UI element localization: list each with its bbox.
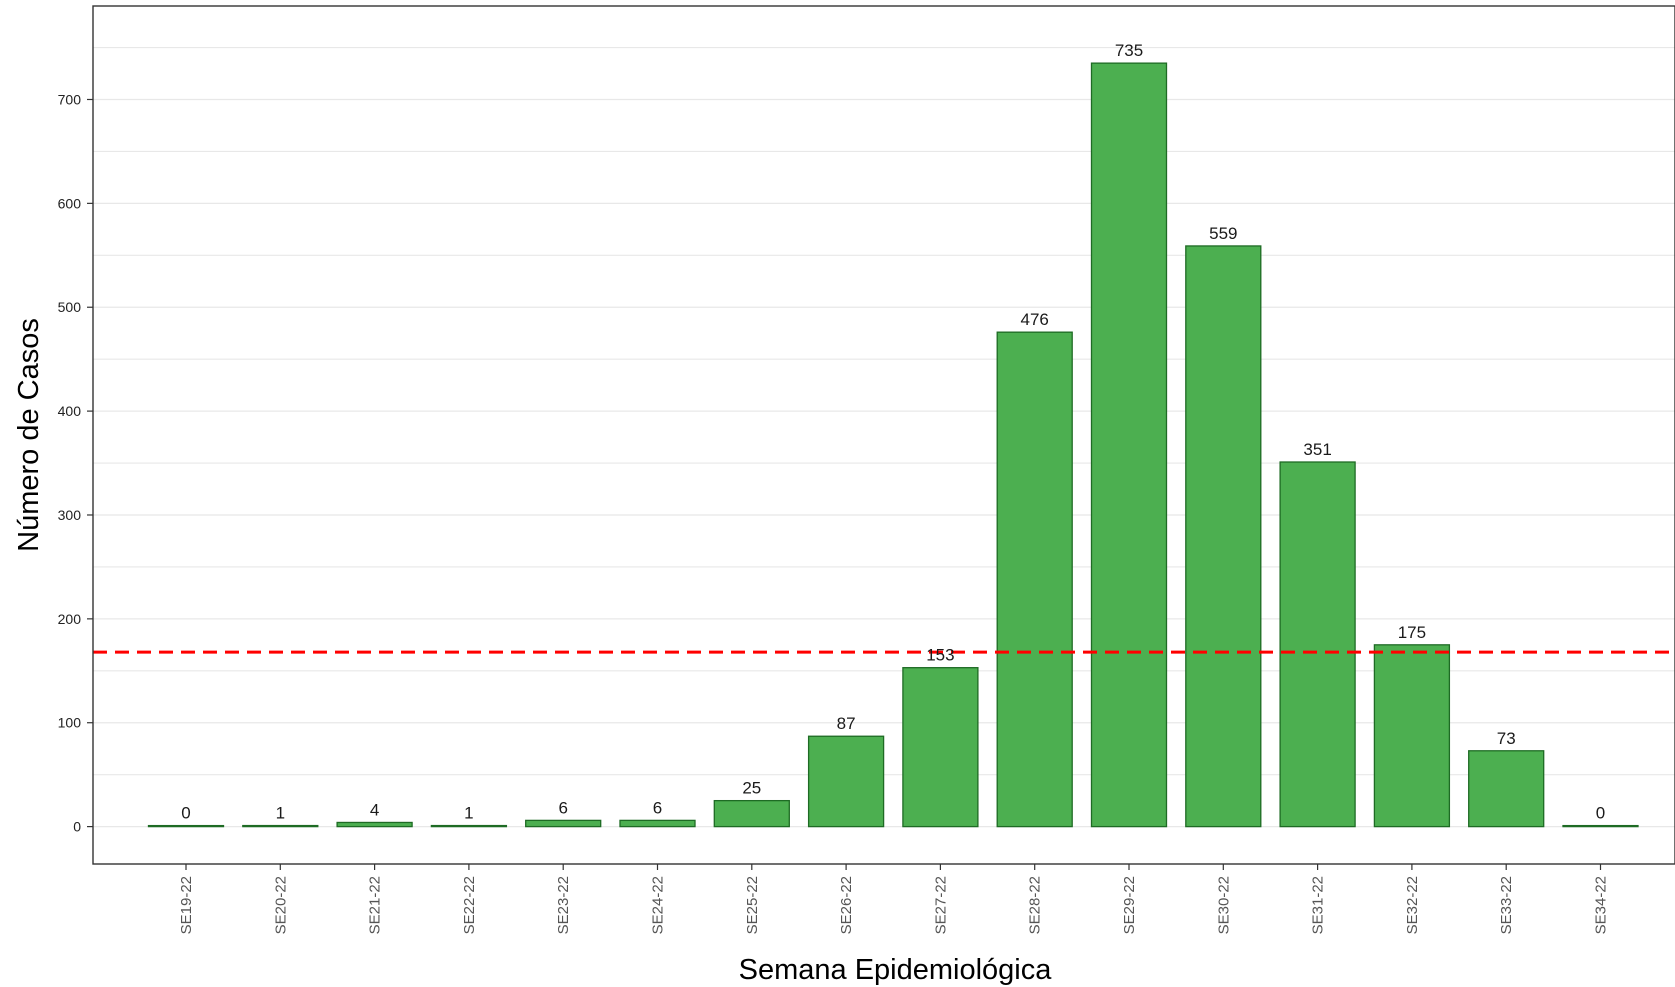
x-axis-title: Semana Epidemiológica bbox=[739, 954, 1053, 986]
x-tick-label: SE25-22 bbox=[744, 876, 761, 934]
x-tick-label: SE21-22 bbox=[367, 876, 384, 934]
bar-SE34-22 bbox=[1562, 824, 1639, 828]
grid-lines bbox=[93, 46, 1675, 828]
y-axis: 0 100 200 300 400 500 600 700 bbox=[58, 91, 93, 835]
bars bbox=[147, 62, 1639, 828]
bar-value-label: 73 bbox=[1497, 729, 1516, 748]
y-tick-label: 400 bbox=[58, 403, 82, 419]
y-tick-label: 0 bbox=[73, 819, 81, 835]
bar-SE23-22 bbox=[525, 819, 602, 828]
bar-value-label: 735 bbox=[1115, 41, 1143, 60]
y-tick-label: 100 bbox=[58, 715, 82, 731]
bar-SE33-22 bbox=[1468, 750, 1545, 828]
x-tick-label: SE26-22 bbox=[838, 876, 855, 934]
bar-value-label: 0 bbox=[1596, 804, 1605, 823]
bar-value-label: 1 bbox=[276, 804, 285, 823]
x-tick-label: SE30-22 bbox=[1215, 876, 1232, 934]
x-tick-label: SE20-22 bbox=[272, 876, 289, 934]
bar-SE29-22 bbox=[1090, 62, 1168, 828]
x-tick-label: SE23-22 bbox=[555, 876, 572, 934]
bar-value-label: 6 bbox=[653, 798, 662, 817]
y-tick-label: 500 bbox=[58, 299, 82, 315]
plot-panel-border bbox=[92, 5, 1675, 865]
y-tick-label: 200 bbox=[58, 611, 82, 627]
y-axis-title: Número de Casos bbox=[13, 318, 45, 552]
bar-SE31-22 bbox=[1279, 461, 1356, 828]
bar-SE28-22 bbox=[996, 331, 1073, 828]
bar-SE25-22 bbox=[713, 799, 790, 828]
bar-SE19-22 bbox=[147, 824, 225, 828]
bar-value-label: 351 bbox=[1303, 440, 1331, 459]
bar-SE30-22 bbox=[1185, 245, 1262, 828]
x-tick-label: SE24-22 bbox=[650, 876, 667, 934]
bar-SE20-22 bbox=[242, 824, 319, 828]
bar-SE22-22 bbox=[430, 824, 508, 828]
y-tick-label: 300 bbox=[58, 507, 82, 523]
bar-SE27-22 bbox=[902, 667, 979, 828]
x-tick-label: SE22-22 bbox=[461, 876, 478, 934]
bar-value-label: 153 bbox=[926, 646, 954, 665]
x-tick-label: SE31-22 bbox=[1310, 876, 1327, 934]
bar-value-label: 175 bbox=[1398, 623, 1426, 642]
bar-SE21-22 bbox=[336, 821, 413, 828]
y-tick-label: 700 bbox=[58, 91, 82, 107]
bar-value-label: 25 bbox=[742, 779, 761, 798]
x-tick-label: SE33-22 bbox=[1498, 876, 1515, 934]
x-tick-label: SE32-22 bbox=[1404, 876, 1421, 934]
x-tick-label: SE19-22 bbox=[178, 876, 195, 934]
bar-SE24-22 bbox=[619, 819, 696, 828]
x-tick-label: SE27-22 bbox=[932, 876, 949, 934]
bar-value-label: 4 bbox=[370, 800, 379, 819]
bar-SE26-22 bbox=[807, 735, 885, 828]
x-tick-label: SE34-22 bbox=[1593, 876, 1610, 934]
x-tick-label: SE28-22 bbox=[1027, 876, 1044, 934]
bar-value-label: 6 bbox=[558, 798, 567, 817]
bar-value-labels: 0 1 4 1 6 6 25 87 153 476 735 559 351 175 73 0 bbox=[181, 41, 1605, 822]
bar-value-label: 1 bbox=[464, 804, 473, 823]
x-axis: SE19-22 SE20-22 SE21-22 SE22-22 SE23-22 SE24-… bbox=[178, 864, 1610, 934]
bar-value-label: 559 bbox=[1209, 224, 1237, 243]
bar-value-label: 87 bbox=[837, 714, 856, 733]
bar-value-label: 0 bbox=[181, 804, 190, 823]
x-tick-label: SE29-22 bbox=[1121, 876, 1138, 934]
bar-SE32-22 bbox=[1373, 644, 1451, 828]
bar-value-label: 476 bbox=[1021, 310, 1049, 329]
y-tick-label: 600 bbox=[58, 195, 82, 211]
